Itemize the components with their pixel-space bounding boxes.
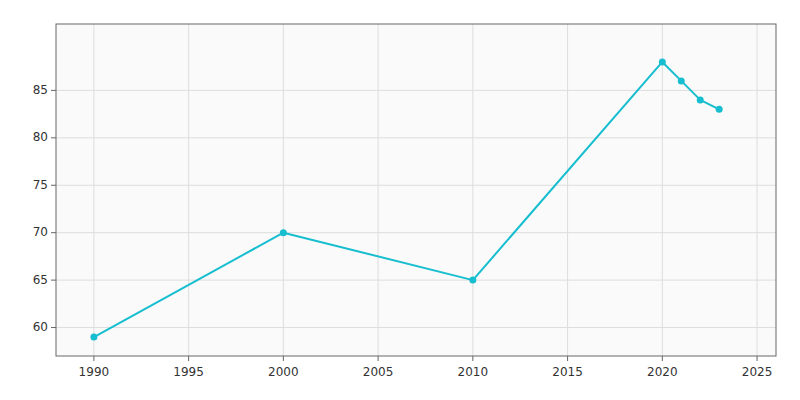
grid	[56, 24, 776, 356]
x-tick-label: 1995	[173, 365, 204, 379]
point	[678, 77, 685, 84]
x-tick	[283, 356, 284, 361]
x-grid-line	[662, 24, 663, 356]
line	[94, 62, 719, 337]
plot-area	[56, 24, 776, 356]
x-grid-line	[757, 24, 758, 356]
y-tick-label: 75	[33, 178, 48, 192]
y-tick-label: 80	[33, 130, 48, 144]
y-tick	[51, 280, 56, 281]
point	[280, 229, 287, 236]
y-tick	[51, 137, 56, 138]
point	[716, 106, 723, 113]
y-grid-line	[56, 90, 776, 91]
y-tick	[51, 232, 56, 233]
y-grid-line	[56, 280, 776, 281]
x-grid-line	[472, 24, 473, 356]
y-tick-label: 85	[33, 83, 48, 97]
y-tick-label: 70	[33, 225, 48, 239]
y-tick-label: 60	[33, 320, 48, 334]
y-tick	[51, 327, 56, 328]
y-tick-label: 65	[33, 273, 48, 287]
y-grid-line	[56, 232, 776, 233]
x-tick-label: 1990	[79, 365, 110, 379]
x-grid-line	[283, 24, 284, 356]
plot-frame	[56, 24, 776, 356]
x-tick-label: 2010	[458, 365, 489, 379]
point	[469, 277, 476, 284]
point	[90, 334, 97, 341]
x-tick-label: 2005	[363, 365, 394, 379]
x-tick	[662, 356, 663, 361]
point	[697, 96, 704, 103]
x-tick-label: 2015	[552, 365, 583, 379]
y-grid-line	[56, 327, 776, 328]
y-grid-line	[56, 137, 776, 138]
x-grid-line	[567, 24, 568, 356]
x-tick	[378, 356, 379, 361]
x-tick	[757, 356, 758, 361]
x-tick	[567, 356, 568, 361]
x-tick-label: 2020	[647, 365, 678, 379]
point	[659, 58, 666, 65]
axes: 60 65 70 75 80 85 1990 1995 2000 2005 2010 2015 2020…	[33, 24, 776, 379]
x-grid-line	[188, 24, 189, 356]
y-grid-line	[56, 185, 776, 186]
y-tick	[51, 185, 56, 186]
x-tick	[93, 356, 94, 361]
x-tick	[472, 356, 473, 361]
chart: 60 65 70 75 80 85 1990 1995 2000 2005 2010 2015 2020…	[0, 0, 800, 400]
x-grid-line	[378, 24, 379, 356]
x-grid-line	[93, 24, 94, 356]
x-tick	[188, 356, 189, 361]
data	[90, 58, 722, 340]
y-tick	[51, 90, 56, 91]
x-tick-label: 2025	[742, 365, 773, 379]
x-tick-label: 2000	[268, 365, 299, 379]
